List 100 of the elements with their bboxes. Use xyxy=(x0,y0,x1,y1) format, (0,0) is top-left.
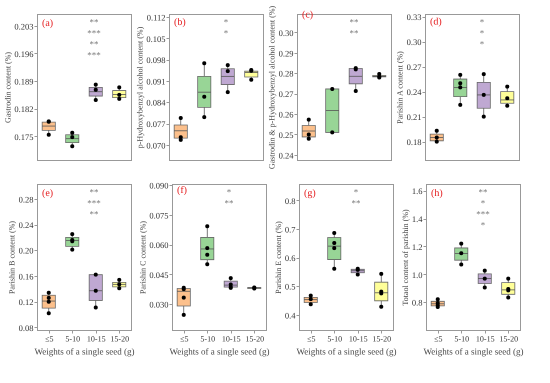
annotation: ** xyxy=(90,39,99,49)
y-axis-title: p-Hydroxybenzyl alcohol content (%) xyxy=(135,26,144,148)
y-tick-label: 0.16 xyxy=(18,271,34,282)
x-tick-label: ≤5 xyxy=(45,334,54,344)
y-tick-label: 0.20 xyxy=(18,246,34,256)
y-tick-label: 0.070 xyxy=(146,140,166,150)
y-tick-label: 0.26 xyxy=(278,110,294,120)
annotation: * xyxy=(480,28,485,38)
x-tick-label: 5-10 xyxy=(200,334,216,344)
y-tick-label: 0.175 xyxy=(14,132,34,142)
chart-title: (f) xyxy=(177,184,187,196)
x-tick-label: 10-15 xyxy=(476,334,495,344)
annotation: * xyxy=(480,220,486,230)
y-tick-label: 0.084 xyxy=(146,98,166,108)
x-tick-label: 15-20 xyxy=(372,334,392,344)
y-tick-label: 0.090 xyxy=(149,180,168,190)
annotation: * xyxy=(480,198,486,208)
chart-title: (c) xyxy=(302,9,314,20)
annotation: ** xyxy=(352,198,361,208)
y-tick-label: 0.30 xyxy=(278,28,294,38)
x-tick-label: 10-15 xyxy=(348,334,368,344)
y-tick-label: 0.28 xyxy=(278,68,294,79)
y-tick-label: 0.112 xyxy=(146,12,166,23)
annotation: * xyxy=(480,39,485,49)
y-axis-title: Gastrodin content (%) xyxy=(3,52,12,124)
y-tick-label: 0.08 xyxy=(18,322,34,333)
y-tick-label: 1.4 xyxy=(412,214,424,224)
y-axis-title: Parishin C content (%) xyxy=(138,220,148,294)
chart-title: (g) xyxy=(304,188,316,199)
y-tick-label: 0.8 xyxy=(412,298,422,308)
y-tick-label: 0.33 xyxy=(406,12,422,22)
x-axis-title: Weights of a single seed (g) xyxy=(170,346,270,356)
y-tick-label: 0.182 xyxy=(14,104,34,114)
x-tick-label: ≤5 xyxy=(307,334,316,344)
annotation: ** xyxy=(350,17,359,27)
chart-title: (a) xyxy=(42,18,54,29)
y-tick-label: 0.189 xyxy=(14,76,34,87)
x-axis-title: Weights of a single seed (g) xyxy=(424,346,524,356)
y-tick-label: 0.25 xyxy=(278,130,294,140)
y-tick-label: 0.091 xyxy=(146,76,166,86)
y-tick-label: 1.6 xyxy=(412,186,422,196)
annotation: * xyxy=(480,17,485,27)
y-tick-label: 0.28 xyxy=(18,194,34,204)
y-tick-label: 1.0 xyxy=(412,270,422,280)
x-tick-label: 15-20 xyxy=(110,334,130,344)
x-tick-label: 15-20 xyxy=(499,334,518,344)
y-tick-label: 0.105 xyxy=(146,34,166,44)
y-tick-label: 0.8 xyxy=(284,196,296,206)
y-tick-label: 0.098 xyxy=(146,55,166,66)
x-tick-label: 5-10 xyxy=(454,334,470,344)
x-axis-title: Weights of a single seed (g) xyxy=(34,346,134,356)
annotation: *** xyxy=(476,209,490,219)
y-tick-label: 0.4 xyxy=(284,310,296,320)
y-tick-label: 0.18 xyxy=(406,137,422,148)
y-tick-label: 0.060 xyxy=(149,240,168,250)
x-tick-label: ≤5 xyxy=(180,334,188,344)
annotation: * xyxy=(354,187,359,197)
annotation: ** xyxy=(90,209,99,219)
y-tick-label: 0.030 xyxy=(149,300,168,310)
chart-title: (b) xyxy=(174,17,186,28)
y-tick-label: 0.29 xyxy=(278,48,294,58)
y-axis-title: Parishin A content (%) xyxy=(396,50,405,124)
x-tick-label: 5-10 xyxy=(65,334,80,344)
y-tick-label: 0.27 xyxy=(406,62,422,72)
annotation: ** xyxy=(478,187,488,197)
y-tick-label: 0.24 xyxy=(278,150,294,160)
annotation: ** xyxy=(224,198,234,208)
chart-title: (h) xyxy=(431,188,443,199)
y-tick-label: 0.196 xyxy=(14,48,34,59)
y-tick-label: 0.12 xyxy=(18,297,34,308)
y-tick-label: 0.7 xyxy=(284,224,296,234)
y-tick-label: 0.203 xyxy=(14,21,34,32)
annotation: *** xyxy=(87,50,102,60)
y-tick-label: 0.24 xyxy=(406,87,422,98)
chart-title: (d) xyxy=(430,16,442,28)
y-tick-label: 0.5 xyxy=(284,282,296,292)
y-tick-label: 0.045 xyxy=(149,270,168,280)
x-tick-label: ≤5 xyxy=(434,334,442,344)
annotation: ** xyxy=(90,17,99,27)
y-tick-label: 0.27 xyxy=(278,89,294,100)
y-axis-title: Parishin E content (%) xyxy=(274,220,283,294)
y-tick-label: 0.075 xyxy=(149,210,168,220)
x-tick-label: 10-15 xyxy=(222,334,241,344)
y-axis-title: Gastrodin & p-Hydroxybenzyl alcohol content (%) xyxy=(268,6,277,170)
y-axis-title: Totaol content of parishin (%) xyxy=(400,209,410,306)
x-tick-label: 5-10 xyxy=(327,334,342,344)
annotation: *** xyxy=(87,28,102,38)
y-axis-title: Parishin B content (%) xyxy=(8,220,17,294)
y-tick-label: 0.21 xyxy=(406,112,422,122)
x-tick-label: 15-20 xyxy=(245,334,264,344)
annotation: ** xyxy=(350,28,359,38)
annotation: * xyxy=(224,17,229,27)
y-tick-label: 0.24 xyxy=(18,220,34,230)
annotation: ** xyxy=(90,187,99,197)
y-tick-label: 1.2 xyxy=(412,242,422,252)
annotation: * xyxy=(226,187,232,197)
y-tick-label: 0.077 xyxy=(146,119,166,129)
y-tick-label: 0.30 xyxy=(406,37,422,48)
annotation: *** xyxy=(87,198,102,208)
y-tick-label: 0.6 xyxy=(284,253,296,264)
